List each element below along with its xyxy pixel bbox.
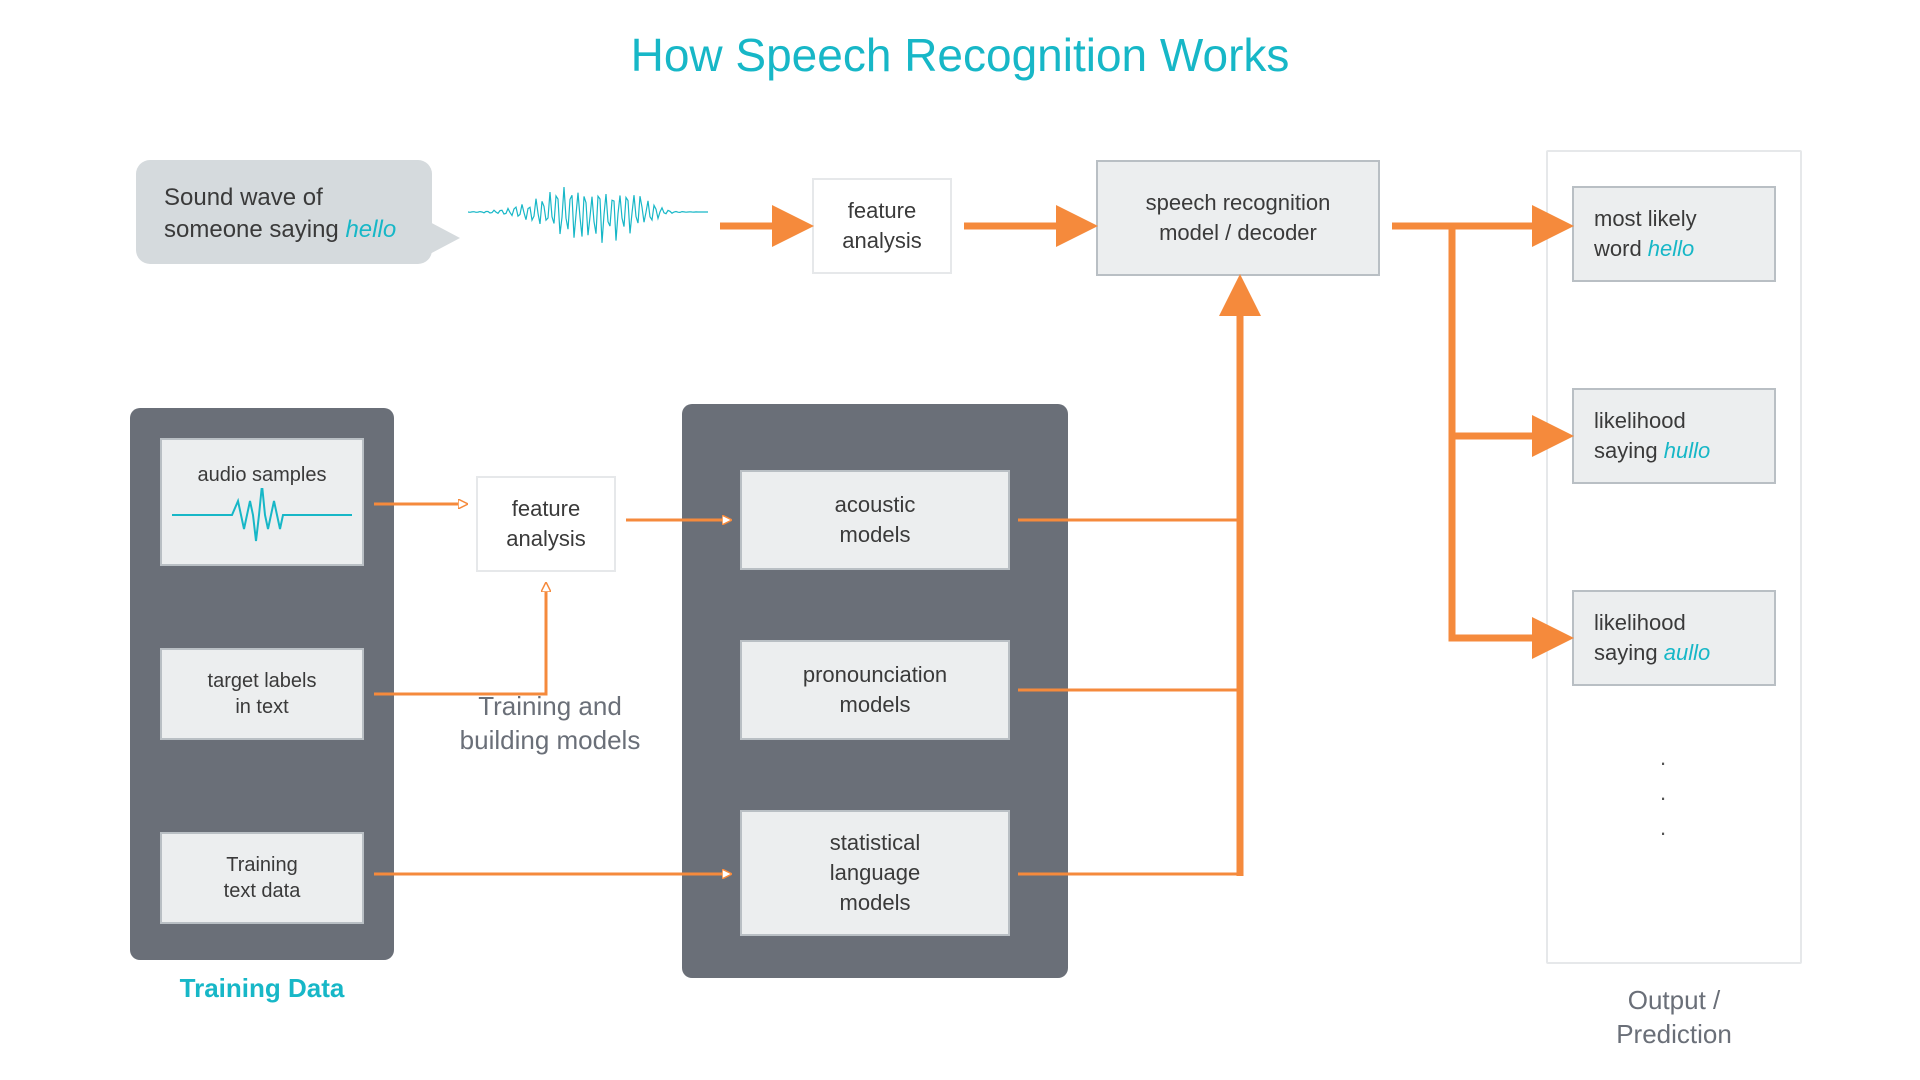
arrow-target-to-fa bbox=[374, 584, 546, 694]
pronunciation-models-box: pronounciationmodels bbox=[740, 640, 1010, 740]
output-box-1: most likely word hello bbox=[1572, 186, 1776, 282]
training-building-label: Training andbuilding models bbox=[420, 690, 680, 758]
output-box-3: likelihood saying aullo bbox=[1572, 590, 1776, 686]
decoder-box: speech recognitionmodel / decoder bbox=[1096, 160, 1380, 276]
bubble-line2: someone saying hello bbox=[164, 214, 404, 246]
audio-samples-box: audio samples bbox=[160, 438, 364, 566]
training-data-label: Training Data bbox=[158, 972, 366, 1006]
bubble-line1: Sound wave of bbox=[164, 182, 404, 214]
sound-wave-icon bbox=[468, 170, 708, 254]
acoustic-models-box: acousticmodels bbox=[740, 470, 1010, 570]
output-ellipsis: ... bbox=[1660, 740, 1666, 846]
training-text-data-box: Trainingtext data bbox=[160, 832, 364, 924]
arrow-dec-to-out2 bbox=[1452, 226, 1560, 436]
target-labels-box: target labelsin text bbox=[160, 648, 364, 740]
speech-bubble: Sound wave of someone saying hello bbox=[136, 160, 432, 264]
output-prediction-label: Output /Prediction bbox=[1580, 984, 1768, 1052]
feature-analysis-mid-box: featureanalysis bbox=[476, 476, 616, 572]
arrow-dec-to-out3 bbox=[1452, 226, 1560, 638]
statistical-language-models-box: statisticallanguagemodels bbox=[740, 810, 1010, 936]
audio-sample-wave-icon bbox=[172, 488, 352, 542]
feature-analysis-top-box: featureanalysis bbox=[812, 178, 952, 274]
output-box-2: likelihood saying hullo bbox=[1572, 388, 1776, 484]
speech-bubble-tail bbox=[426, 220, 460, 256]
page-title: How Speech Recognition Works bbox=[0, 28, 1920, 82]
